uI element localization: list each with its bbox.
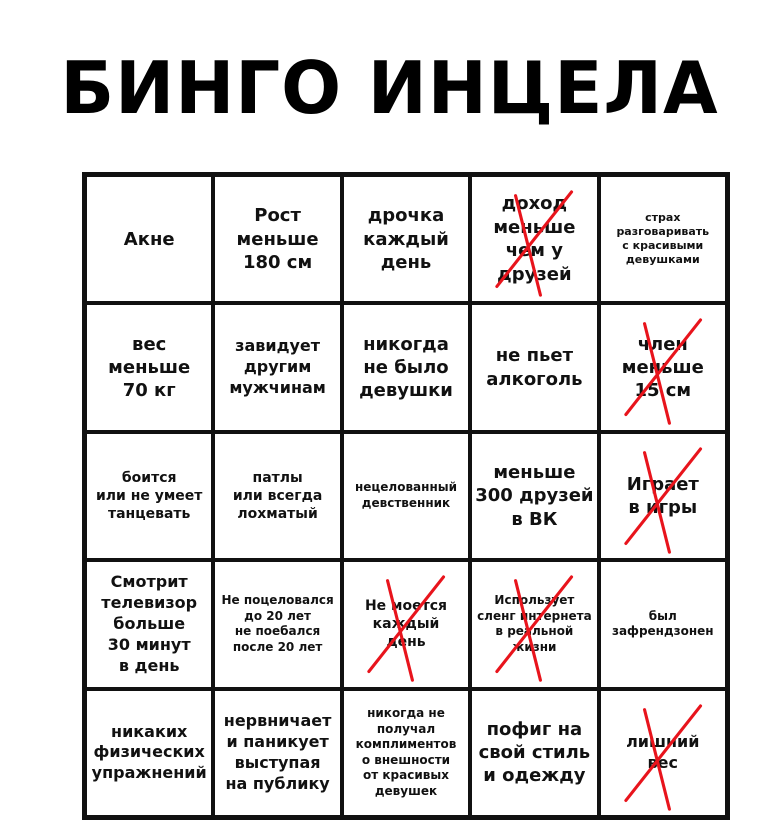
bingo-cell-text: лишний вес xyxy=(626,731,700,772)
bingo-cell-text: завидует другим мужчинам xyxy=(229,336,326,397)
bingo-cell-text: Играет в игры xyxy=(626,473,699,518)
bingo-cell: боится или не умеет танцевать xyxy=(85,431,214,561)
bingo-cell: никогда не получал комплиментов о внешно… xyxy=(341,688,471,817)
bingo-cell-text: член меньше 15 см xyxy=(621,333,704,402)
bingo-cell-text: Смотрит телевизор больше 30 минут в день xyxy=(101,572,198,675)
bingo-cell: лишний вес xyxy=(598,688,727,817)
bingo-cell: страх разговаривать с красивыми девушкам… xyxy=(598,175,727,304)
bingo-cell: завидует другим мужчинам xyxy=(213,303,342,432)
bingo-cell-text: никаких физических упражнений xyxy=(91,721,207,783)
bingo-cell-text: никогда не было девушки xyxy=(359,333,453,402)
bingo-cell: Не поцеловался до 20 лет не поебался пос… xyxy=(213,560,342,689)
bingo-cell-text: нервничает и паникует выступая на публик… xyxy=(223,711,332,793)
bingo-cell: вес меньше 70 кг xyxy=(85,303,214,432)
bingo-cell: никогда не было девушки xyxy=(341,303,471,432)
bingo-cell-text: Рост меньше 180 см xyxy=(236,205,319,273)
bingo-cell-text: Не поцеловался до 20 лет не поебался пос… xyxy=(221,593,334,654)
bingo-cell: Не моется каждый день xyxy=(341,560,471,689)
bingo-cell-text: Акне xyxy=(123,228,175,250)
bingo-cell: был зафрендзонен xyxy=(598,560,727,689)
bingo-cell-text: боится или не умеет танцевать xyxy=(95,469,203,523)
bingo-cell: никаких физических упражнений xyxy=(85,688,214,817)
bingo-cell: нецелованный девственник xyxy=(341,431,471,561)
bingo-cell-text: не пьет алкоголь xyxy=(486,345,583,390)
bingo-cell: нервничает и паникует выступая на публик… xyxy=(213,688,342,817)
bingo-cell-text: пофиг на свой стиль и одежду xyxy=(478,718,591,787)
bingo-cell: Использует сленг интернета в реальной жи… xyxy=(470,560,599,689)
bingo-cell-text: страх разговаривать с красивыми девушкам… xyxy=(616,210,710,267)
bingo-cell: Рост меньше 180 см xyxy=(213,175,342,304)
bingo-cell: член меньше 15 см xyxy=(598,303,727,432)
bingo-grid: Акне Рост меньше 180 см дрочка каждый день… xyxy=(82,172,730,820)
bingo-cell-text: дрочка каждый день xyxy=(363,205,449,273)
bingo-cell: Акне xyxy=(85,175,214,304)
bingo-cell: меньше 300 друзей в ВК xyxy=(470,431,599,561)
bingo-cell-text: доход меньше чем у друзей xyxy=(493,193,576,285)
bingo-cell-text: был зафрендзонен xyxy=(611,608,714,639)
bingo-cell: Играет в игры xyxy=(598,431,727,561)
bingo-cell-text: нецелованный девственник xyxy=(354,480,457,510)
bingo-cell: не пьет алкоголь xyxy=(470,303,599,432)
bingo-cell-text: вес меньше 70 кг xyxy=(108,333,191,402)
bingo-cell-text: Использует сленг интернета в реальной жи… xyxy=(477,593,592,654)
bingo-cell: доход меньше чем у друзей xyxy=(470,175,599,304)
bingo-cell: патлы или всегда лохматый xyxy=(213,431,342,561)
bingo-cell-text: меньше 300 друзей в ВК xyxy=(475,461,594,530)
bingo-cell: дрочка каждый день xyxy=(341,175,471,304)
bingo-cell-text: Не моется каждый день xyxy=(364,598,448,651)
bingo-cell: Смотрит телевизор больше 30 минут в день xyxy=(85,560,214,689)
bingo-cell-text: никогда не получал комплиментов о внешно… xyxy=(355,706,457,798)
bingo-title: БИНГО ИНЦЕЛА xyxy=(60,46,719,130)
bingo-cell: пофиг на свой стиль и одежду xyxy=(470,688,599,817)
bingo-cell-text: патлы или всегда лохматый xyxy=(232,469,323,523)
